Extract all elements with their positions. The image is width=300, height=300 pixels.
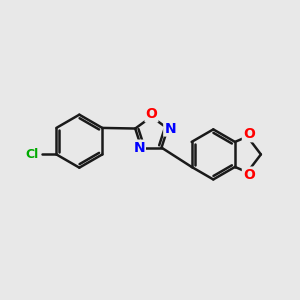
- Text: N: N: [164, 122, 176, 136]
- Text: N: N: [133, 141, 145, 154]
- Text: O: O: [146, 107, 158, 122]
- Text: O: O: [243, 127, 255, 141]
- Text: Cl: Cl: [25, 148, 38, 161]
- Text: O: O: [243, 168, 255, 182]
